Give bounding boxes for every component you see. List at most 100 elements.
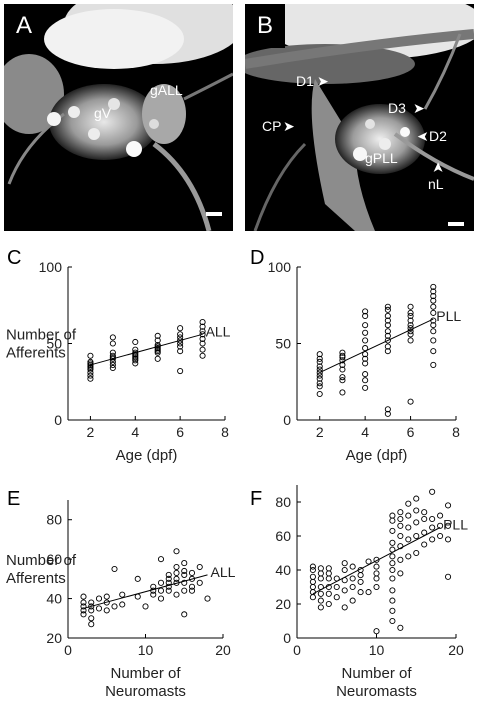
data-point — [316, 390, 323, 398]
data-point — [349, 575, 356, 582]
series-label: ALL — [211, 564, 236, 580]
data-point — [373, 570, 380, 577]
scale-bar — [206, 212, 222, 216]
x-axis-title: Age (dpf) — [116, 447, 178, 464]
x-axis-title: Number of — [110, 665, 181, 682]
label-cp: CP — [262, 118, 282, 134]
data-point — [437, 532, 444, 540]
data-point — [173, 591, 180, 598]
data-point — [384, 328, 391, 335]
fit-line — [312, 527, 441, 595]
data-point — [429, 524, 436, 531]
data-point — [134, 575, 141, 582]
data-point — [154, 355, 161, 362]
data-point — [177, 348, 184, 355]
data-point — [199, 328, 206, 335]
arrowhead-nl: ➤ — [429, 161, 446, 174]
y-axis-title: Afferents — [6, 570, 66, 587]
data-point — [384, 317, 391, 324]
data-point — [88, 621, 95, 628]
data-point — [80, 593, 87, 600]
data-point — [357, 589, 364, 596]
data-point — [341, 604, 348, 611]
micrograph-a-image — [4, 4, 233, 231]
data-point — [405, 500, 412, 507]
x-tick-label: 10 — [369, 642, 385, 658]
y-tick-label: 100 — [268, 259, 292, 275]
data-point — [154, 337, 161, 344]
data-point — [317, 604, 324, 611]
y-tick-label: 80 — [46, 512, 62, 528]
data-point — [397, 556, 404, 563]
data-point — [444, 573, 452, 580]
data-point — [389, 560, 396, 567]
data-point — [316, 375, 323, 382]
x-axis-title: Neuromasts — [105, 683, 186, 700]
data-point — [430, 297, 437, 304]
data-point — [421, 529, 428, 536]
data-point — [196, 563, 203, 571]
data-point — [362, 337, 369, 344]
data-point — [199, 335, 206, 342]
data-point — [413, 507, 420, 514]
arrowhead-d1: ➤ — [317, 73, 329, 89]
data-point — [80, 611, 87, 618]
data-point — [389, 575, 396, 582]
label-gall: gALL — [150, 82, 183, 98]
y-tick-label: 60 — [275, 528, 291, 544]
data-point — [407, 303, 414, 310]
data-point — [181, 579, 188, 586]
data-point — [181, 560, 188, 567]
data-point — [103, 607, 110, 614]
data-point — [199, 323, 206, 330]
data-point — [389, 597, 396, 604]
data-point — [109, 340, 116, 347]
data-point — [87, 369, 94, 376]
data-point — [339, 374, 346, 381]
y-tick-label: 50 — [46, 336, 62, 352]
data-point — [389, 512, 396, 519]
data-point — [150, 583, 157, 590]
label-gpll: gPLL — [365, 150, 398, 166]
micrograph-b-image — [245, 4, 474, 231]
scatter-chart-f: 0 10 20 0 20 40 60 80 PLL Number of Neuromasts — [240, 485, 478, 711]
data-point — [429, 536, 436, 543]
fit-line — [83, 574, 208, 609]
data-point — [413, 532, 420, 540]
data-point — [389, 587, 396, 594]
data-point — [317, 565, 324, 572]
data-point — [362, 312, 369, 320]
data-point — [373, 583, 380, 591]
data-point — [349, 563, 356, 570]
data-point — [437, 512, 444, 519]
data-point — [316, 363, 323, 370]
data-point — [421, 541, 428, 548]
x-tick-label: 4 — [131, 424, 139, 440]
data-point — [325, 600, 332, 608]
data-point — [109, 361, 116, 368]
data-point — [407, 398, 414, 405]
data-point — [173, 575, 180, 582]
data-point — [373, 563, 380, 570]
data-point — [339, 377, 346, 384]
data-point — [177, 343, 184, 350]
data-point — [199, 331, 206, 338]
data-point — [389, 517, 396, 524]
data-point — [316, 383, 323, 390]
data-point — [317, 575, 324, 582]
data-point — [309, 589, 316, 596]
x-tick-label: 2 — [87, 424, 95, 440]
y-tick-label: 40 — [275, 562, 291, 578]
data-point — [132, 360, 139, 367]
label-d3: D3 — [388, 100, 406, 116]
y-tick-label: 60 — [46, 551, 62, 567]
data-point — [109, 334, 116, 341]
y-tick-label: 20 — [46, 630, 62, 646]
data-point — [389, 607, 396, 614]
x-tick-label: 2 — [316, 424, 324, 440]
data-point — [430, 337, 437, 344]
data-point — [407, 322, 414, 329]
x-tick-label: 6 — [176, 424, 184, 440]
data-point — [389, 617, 396, 625]
data-point — [362, 384, 369, 391]
